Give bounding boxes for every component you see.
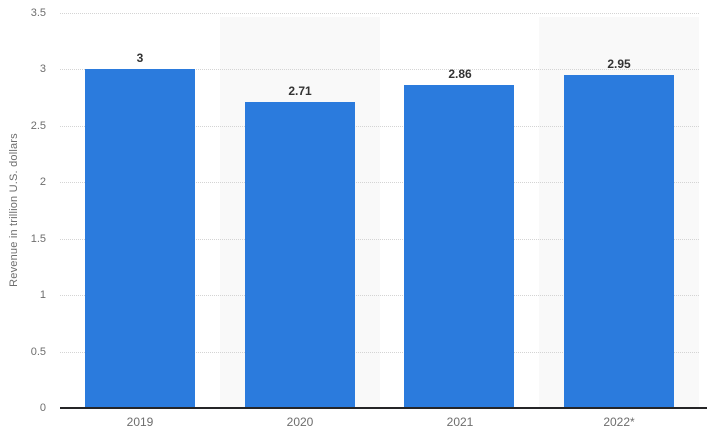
- x-axis-label-2021: 2021: [446, 415, 474, 429]
- gridline-2.5: [60, 126, 699, 127]
- gridline-3: [60, 69, 699, 70]
- plot-area: [60, 13, 699, 408]
- y-tick-label-0: 0: [39, 402, 46, 414]
- value-label-2021: 2.86: [448, 67, 472, 81]
- y-tick-label-2: 2: [39, 176, 46, 188]
- x-axis-label-2019: 2019: [126, 415, 154, 429]
- bar-2022*[interactable]: [564, 75, 674, 408]
- y-tick-label-0.5: 0.5: [30, 346, 46, 358]
- value-label-2019: 3: [136, 51, 144, 65]
- gridline-2: [60, 182, 699, 183]
- x-axis-line: [60, 407, 707, 409]
- y-tick-label-3: 3: [39, 63, 46, 75]
- value-label-2022*: 2.95: [607, 57, 631, 71]
- y-tick-label-1: 1: [39, 289, 46, 301]
- bar-2019[interactable]: [85, 69, 195, 408]
- gridline-1: [60, 295, 699, 296]
- y-tick-label-2.5: 2.5: [30, 120, 46, 132]
- y-tick-label-1.5: 1.5: [30, 233, 46, 245]
- y-tick-label-3.5: 3.5: [30, 7, 46, 19]
- x-axis-label-2022*: 2022*: [603, 415, 635, 429]
- value-label-2020: 2.71: [288, 84, 312, 98]
- bar-2021[interactable]: [404, 85, 514, 408]
- bar-2020[interactable]: [245, 102, 355, 408]
- gridline-0.5: [60, 352, 699, 353]
- gridline-1.5: [60, 239, 699, 240]
- y-axis-title: Revenue in trillion U.S. dollars: [8, 133, 20, 287]
- x-axis-label-2020: 2020: [286, 415, 314, 429]
- gridline-3.5: [60, 13, 699, 14]
